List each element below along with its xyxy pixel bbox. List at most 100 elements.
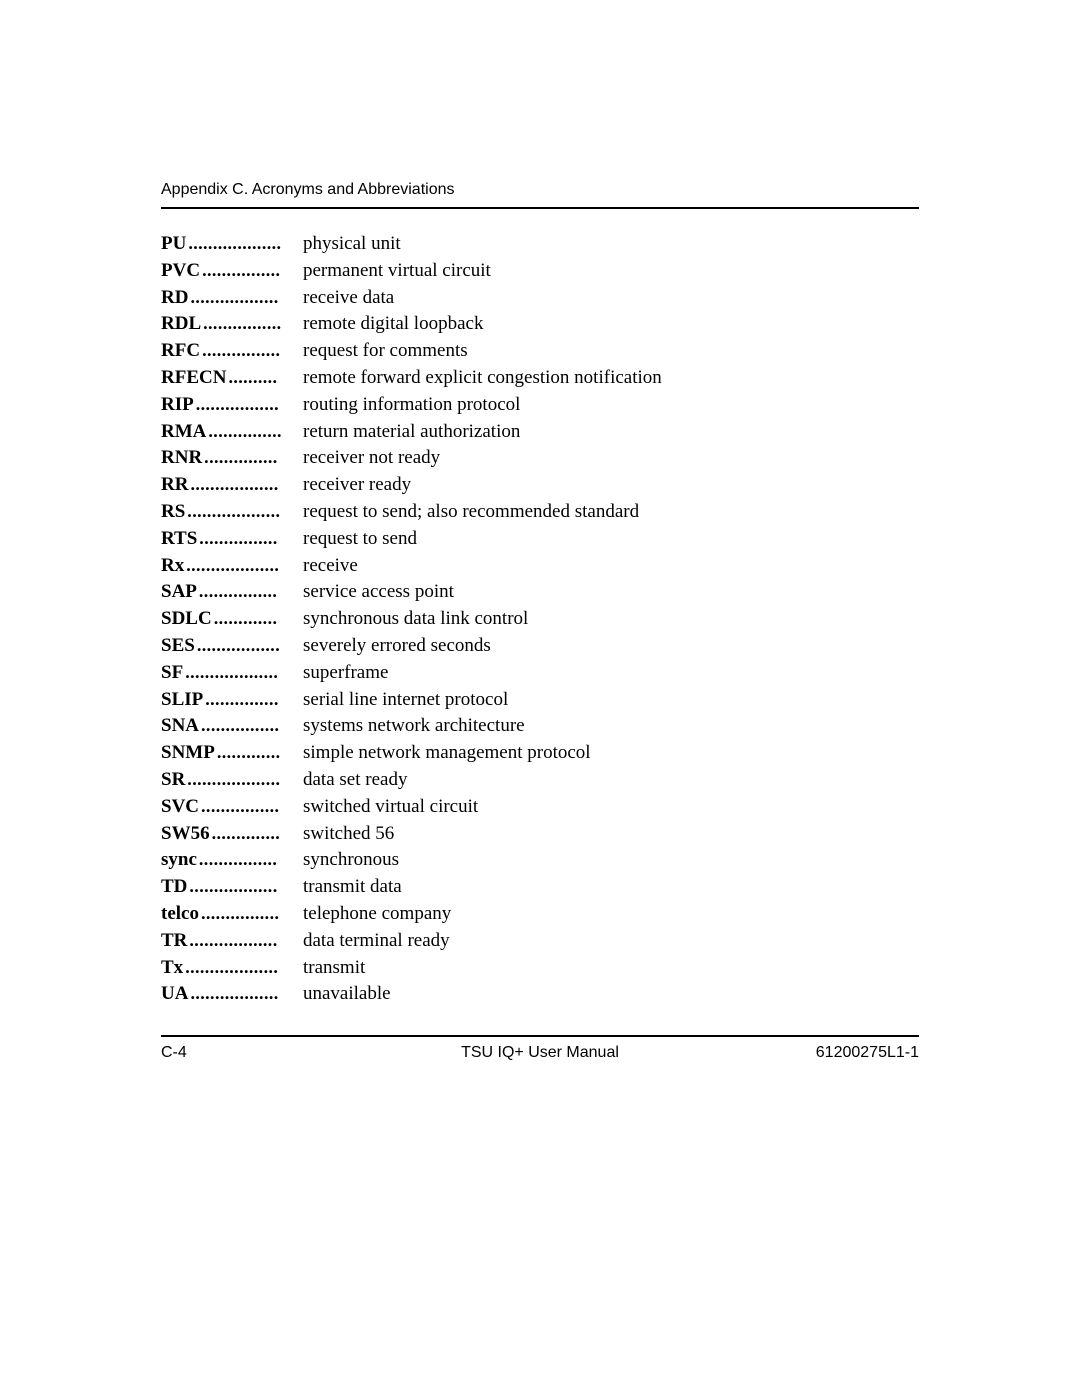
glossary-term: PU [161,234,186,253]
glossary-term: SES [161,636,195,655]
dot-leader: ................ [199,716,289,734]
dot-leader: ................... [183,958,289,976]
dot-leader: ............... [203,690,289,708]
glossary-term: Tx [161,958,183,977]
glossary-definition: systems network architecture [289,716,525,735]
glossary-definition: switched 56 [289,824,394,843]
glossary-definition: data terminal ready [289,931,450,950]
dot-leader: .................. [188,288,289,306]
document-page: Appendix C. Acronyms and Abbreviations P… [0,0,1080,1397]
glossary-entry: SNMP .............simple network managem… [161,743,919,762]
glossary-entry: telco ................telephone company [161,904,919,923]
glossary-term: TR [161,931,187,950]
dot-leader: .................. [188,475,289,493]
glossary-definition: routing information protocol [289,395,520,414]
glossary-definition: transmit data [289,877,402,896]
glossary-term: RIP [161,395,194,414]
glossary-entry: Tx ...................transmit [161,958,919,977]
glossary-term: SLIP [161,690,203,709]
glossary-entry: TD ..................transmit data [161,877,919,896]
footer-rule [161,1035,919,1037]
glossary-definition: severely errored seconds [289,636,491,655]
glossary-entry: SVC ................switched virtual cir… [161,797,919,816]
glossary-definition: serial line internet protocol [289,690,508,709]
glossary-definition: request to send; also recommended standa… [289,502,639,521]
glossary-definition: service access point [289,582,454,601]
glossary-entry: RFECN ..........remote forward explicit … [161,368,919,387]
glossary-entry: SES .................severely errored se… [161,636,919,655]
glossary-definition: remote forward explicit congestion notif… [289,368,662,387]
dot-leader: ................... [183,663,289,681]
dot-leader: .......... [226,368,289,386]
glossary-term: UA [161,984,188,1003]
glossary-term: RS [161,502,185,521]
dot-leader: ................. [194,395,289,413]
dot-leader: ................ [199,797,289,815]
glossary-term: SDLC [161,609,212,628]
glossary-entry: SR ...................data set ready [161,770,919,789]
glossary-definition: unavailable [289,984,391,1003]
dot-leader: ................... [184,556,289,574]
glossary-definition: permanent virtual circuit [289,261,491,280]
glossary-term: RDL [161,314,201,333]
glossary-definition: request to send [289,529,417,548]
glossary-entry: RIP .................routing information… [161,395,919,414]
glossary-entry: SDLC .............synchronous data link … [161,609,919,628]
dot-leader: ............... [202,448,289,466]
glossary-entry: RMA ...............return material autho… [161,422,919,441]
header-title: Appendix C. Acronyms and Abbreviations [161,181,455,198]
glossary-list: PU ...................physical unit PVC .… [161,234,919,1011]
glossary-entry: SAP ................service access point [161,582,919,601]
glossary-term: SNA [161,716,199,735]
glossary-term: SW56 [161,824,210,843]
glossary-term: PVC [161,261,200,280]
glossary-definition: switched virtual circuit [289,797,478,816]
glossary-term: RD [161,288,188,307]
dot-leader: .................. [188,984,289,1002]
glossary-term: SR [161,770,185,789]
glossary-definition: simple network management protocol [289,743,591,762]
glossary-term: Rx [161,556,184,575]
glossary-entry: RTS ................request to send [161,529,919,548]
glossary-definition: receiver not ready [289,448,440,467]
glossary-term: RR [161,475,188,494]
glossary-definition: request for comments [289,341,468,360]
glossary-term: telco [161,904,199,923]
glossary-term: RFC [161,341,200,360]
glossary-term: RNR [161,448,202,467]
dot-leader: ................... [185,502,289,520]
glossary-definition: receiver ready [289,475,411,494]
dot-leader: ............. [215,743,289,761]
glossary-entry: RDL ................remote digital loopb… [161,314,919,333]
dot-leader: ............... [206,422,289,440]
glossary-entry: RNR ...............receiver not ready [161,448,919,467]
glossary-entry: SLIP ...............serial line internet… [161,690,919,709]
glossary-entry: PU ...................physical unit [161,234,919,253]
glossary-term: TD [161,877,187,896]
glossary-definition: transmit [289,958,365,977]
dot-leader: ............. [212,609,289,627]
dot-leader: ................ [199,904,289,922]
dot-leader: ................ [200,261,289,279]
glossary-term: SNMP [161,743,215,762]
glossary-definition: superframe [289,663,388,682]
glossary-definition: receive [289,556,358,575]
dot-leader: .................. [187,931,289,949]
glossary-entry: SW56 ..............switched 56 [161,824,919,843]
dot-leader: .............. [210,824,289,842]
glossary-term: SAP [161,582,197,601]
glossary-entry: RFC ................request for comments [161,341,919,360]
glossary-definition: synchronous [289,850,399,869]
glossary-term: sync [161,850,197,869]
glossary-term: RMA [161,422,206,441]
glossary-term: RFECN [161,368,226,387]
glossary-entry: TR ..................data terminal ready [161,931,919,950]
glossary-entry: RD ..................receive data [161,288,919,307]
dot-leader: ................ [197,850,289,868]
glossary-term: RTS [161,529,197,548]
glossary-entry: UA ..................unavailable [161,984,919,1003]
page-header: Appendix C. Acronyms and Abbreviations [161,181,919,209]
glossary-definition: receive data [289,288,394,307]
glossary-definition: remote digital loopback [289,314,483,333]
dot-leader: ................ [200,341,289,359]
